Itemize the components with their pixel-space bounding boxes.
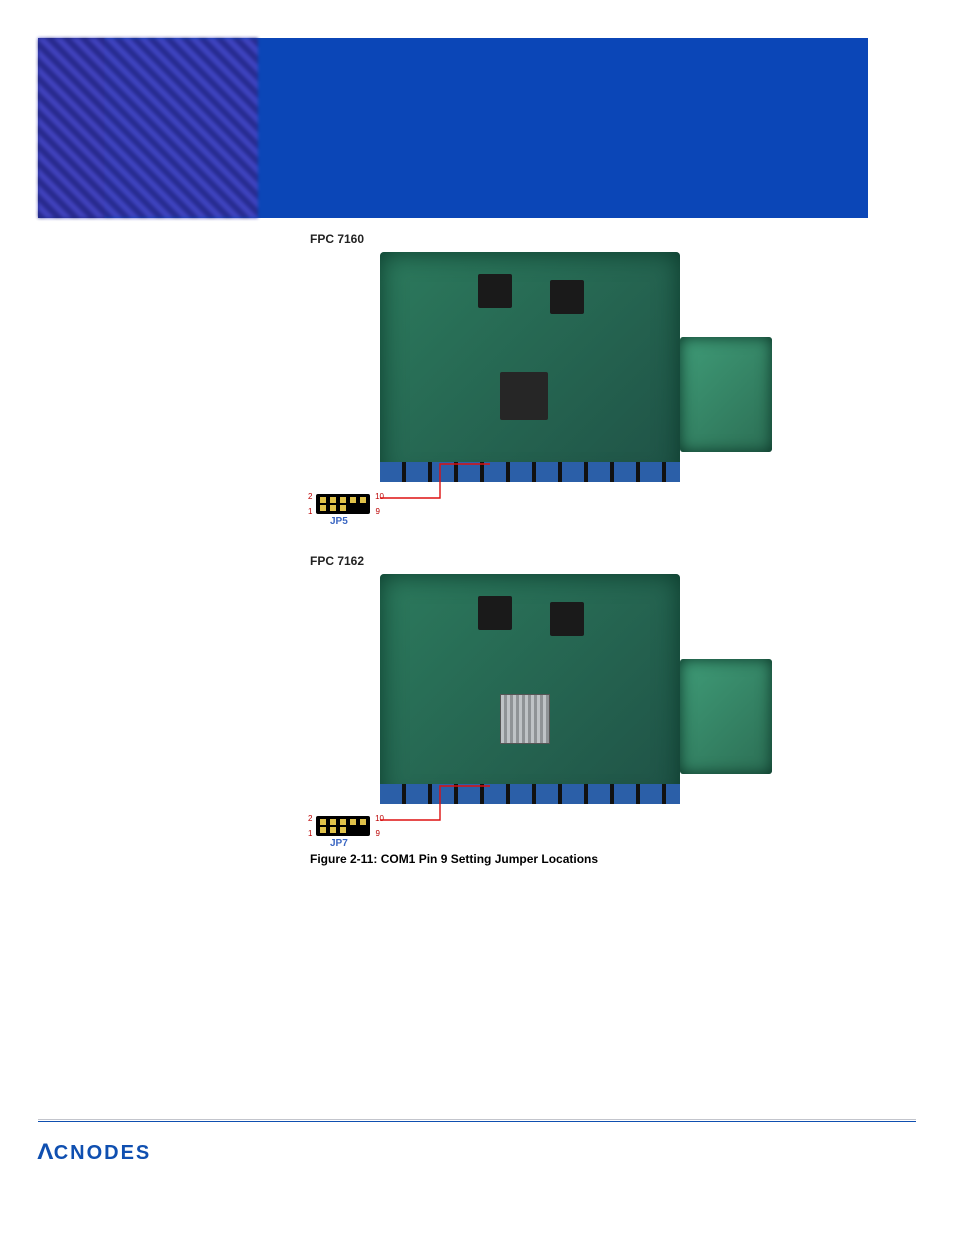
jumper-callout-1: 2 1 10 9 JP5 <box>316 494 370 514</box>
header-banner <box>38 38 868 218</box>
figure-caption: Figure 2-11: COM1 Pin 9 Setting Jumper L… <box>310 852 720 866</box>
footer-rule <box>38 1119 916 1120</box>
pin-bl: 1 <box>308 507 312 516</box>
model-label-2: FPC 7162 <box>310 554 720 568</box>
footer-rule-accent <box>38 1121 916 1122</box>
board-figure-2: 2 1 10 9 JP7 <box>310 574 720 804</box>
jumper-callout-2: 2 1 10 9 JP7 <box>316 816 370 836</box>
pin-tl: 2 <box>308 814 312 823</box>
pin-bl: 1 <box>308 829 312 838</box>
brand-text: CNODES <box>54 1142 152 1164</box>
pin-tr: 10 <box>375 492 384 501</box>
board-figure-1: 2 1 10 9 JP5 <box>310 252 720 482</box>
pin-br: 9 <box>376 507 380 516</box>
model-label-1: FPC 7160 <box>310 232 720 246</box>
pin-br: 9 <box>376 829 380 838</box>
jumper-name-1: JP5 <box>330 516 348 527</box>
pin-tl: 2 <box>308 492 312 501</box>
pin-tr: 10 <box>375 814 384 823</box>
brand-logo: ΛCNODES <box>38 1139 151 1165</box>
jumper-name-2: JP7 <box>330 838 348 849</box>
header-texture <box>38 38 258 218</box>
